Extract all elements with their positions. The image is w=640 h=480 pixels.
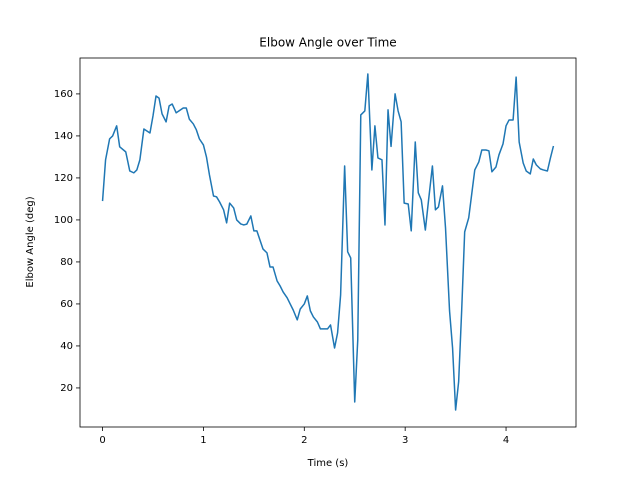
y-tick-label: 120 [54,173,73,184]
y-tick-label: 80 [60,257,73,268]
x-tick-label: 3 [402,435,408,446]
y-tick-label: 60 [60,299,73,310]
y-tick-label: 20 [60,383,73,394]
x-tick-label: 0 [99,435,105,446]
y-axis-label: Elbow Angle (deg) [25,196,36,287]
chart-title: Elbow Angle over Time [259,36,396,50]
axes-frame [79,57,577,428]
y-tick-label: 40 [60,341,73,352]
data-line [101,73,555,411]
y-tick-label: 140 [54,131,73,142]
x-tick-label: 4 [503,435,509,446]
y-tick-label: 160 [54,89,73,100]
x-axis-label: Time (s) [307,458,349,469]
y-tick-label: 100 [54,215,73,226]
x-tick-label: 1 [200,435,206,446]
x-tick-label: 2 [301,435,307,446]
